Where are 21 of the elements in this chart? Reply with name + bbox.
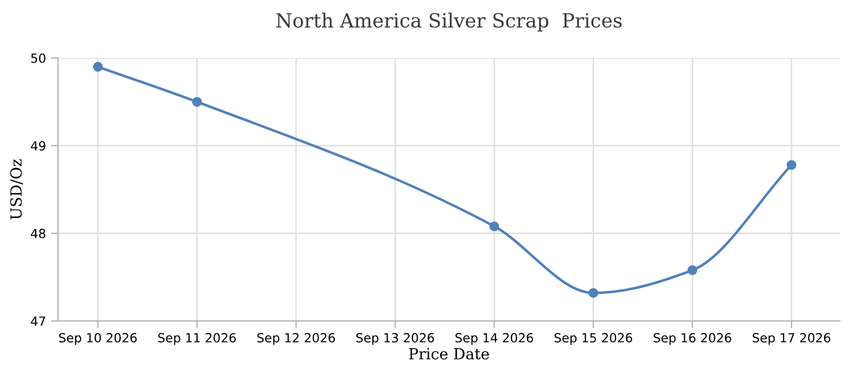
point	[489, 221, 500, 232]
x-axis-title: Price Date	[409, 348, 489, 360]
y-axis-title: USD/Oz	[10, 159, 23, 220]
y-tick-label: 50	[31, 53, 46, 63]
point	[688, 265, 698, 276]
point	[786, 160, 796, 170]
x-tick-label: Sep 13 2026	[356, 333, 434, 345]
x-tick-label: Sep 11 2026	[158, 333, 236, 345]
point	[192, 96, 202, 107]
x-tick-label: Sep 16 2026	[654, 333, 732, 345]
y-tick-label: 48	[30, 228, 46, 238]
x-tick-label: Sep 14 2026	[455, 333, 534, 345]
x-tick-label: Sep 15 2026	[554, 333, 632, 345]
x-tick-label: Sep 12 2026	[257, 333, 335, 345]
point	[93, 62, 103, 72]
x-tick-label: Sep 10 2026	[59, 333, 137, 345]
point	[588, 288, 598, 298]
y-tick-label: 47	[30, 316, 46, 326]
y-tick-label: 49	[30, 141, 46, 151]
chart-title: North America Silver Scrap Prices	[276, 12, 622, 32]
x-tick-label: Sep 17 2026	[752, 333, 830, 345]
